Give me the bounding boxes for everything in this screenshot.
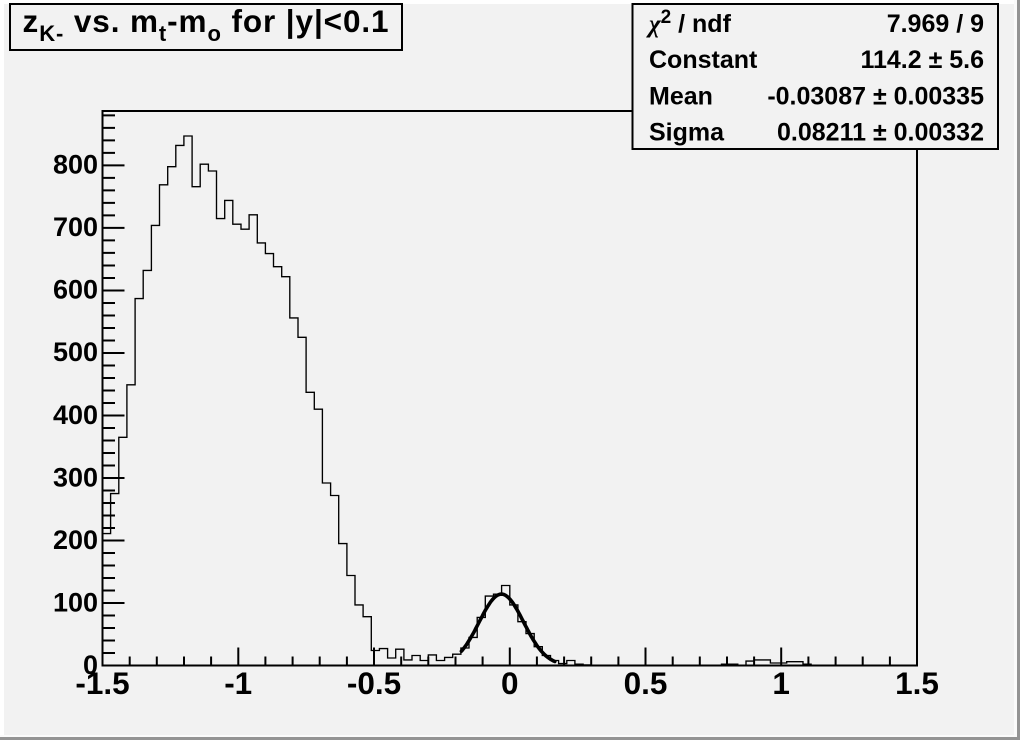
svg-text:-0.03087 ± 0.00335: -0.03087 ± 0.00335 [767, 82, 984, 110]
svg-text:-1: -1 [224, 665, 252, 701]
svg-text:Mean: Mean [649, 82, 713, 110]
svg-text:600: 600 [53, 275, 98, 305]
svg-text:χ2 / ndf: χ2 / ndf [646, 7, 732, 38]
svg-text:0: 0 [501, 665, 519, 701]
svg-text:700: 700 [53, 212, 98, 242]
svg-text:Sigma: Sigma [649, 119, 725, 147]
svg-text:-0.5: -0.5 [347, 665, 401, 701]
svg-text:1: 1 [772, 665, 790, 701]
svg-text:-1.5: -1.5 [75, 665, 129, 701]
svg-text:0.08211 ± 0.00332: 0.08211 ± 0.00332 [777, 119, 984, 147]
svg-text:400: 400 [53, 400, 98, 430]
svg-text:300: 300 [53, 462, 98, 492]
svg-text:200: 200 [53, 525, 98, 555]
svg-text:100: 100 [53, 587, 98, 617]
svg-text:Constant: Constant [649, 46, 758, 74]
svg-text:500: 500 [53, 337, 98, 367]
svg-text:800: 800 [53, 150, 98, 180]
svg-text:0.5: 0.5 [624, 665, 668, 701]
svg-text:0: 0 [83, 650, 98, 680]
svg-text:114.2 ± 5.6: 114.2 ± 5.6 [860, 46, 984, 74]
svg-text:zK- vs. mt-mo for |y|<0.1: zK- vs. mt-mo for |y|<0.1 [23, 3, 390, 46]
svg-text:1.5: 1.5 [895, 665, 939, 701]
svg-text:7.969 / 9: 7.969 / 9 [887, 10, 984, 38]
